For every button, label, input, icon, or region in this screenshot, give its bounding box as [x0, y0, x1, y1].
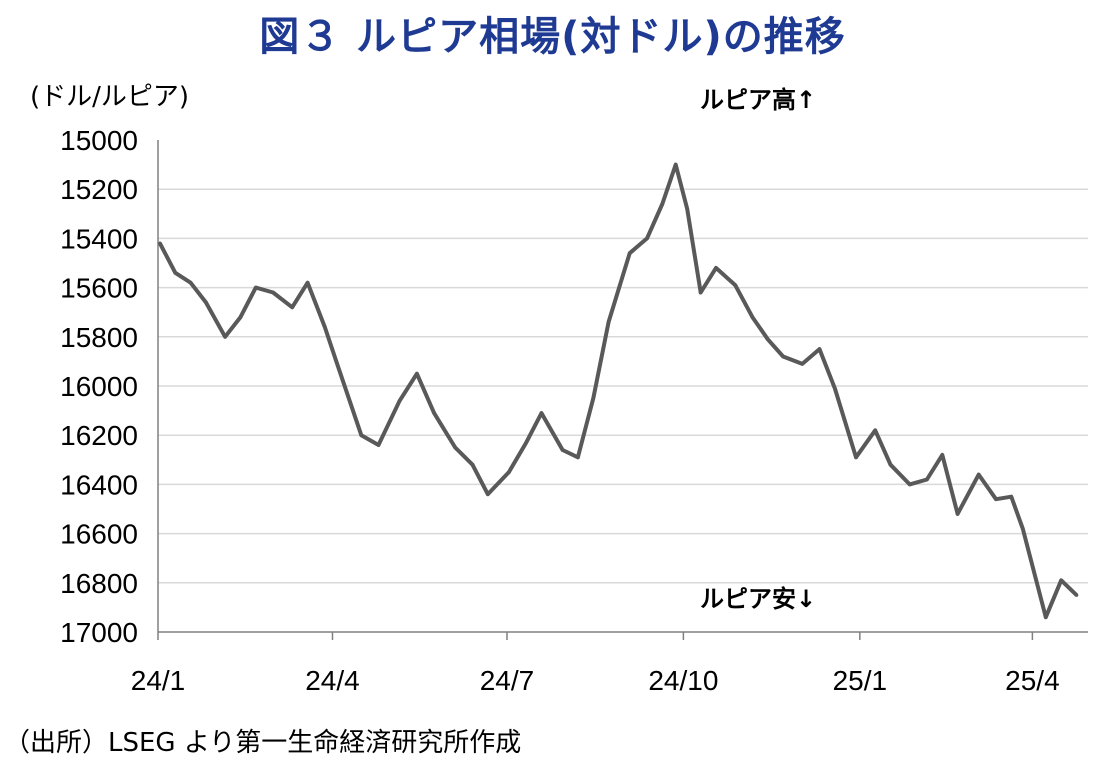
- data-point-40: [833, 386, 837, 391]
- annotation-rupiah-weak: ルピア安↓: [700, 585, 816, 613]
- data-point-47: [955, 512, 960, 516]
- data-point-20: [507, 470, 511, 474]
- data-point-12: [359, 433, 364, 438]
- data-point-37: [781, 354, 785, 359]
- y-tick-label-16800: 16800: [60, 568, 138, 599]
- chart-title: 図３ ルピア相場(対ドル)の推移: [259, 14, 846, 60]
- data-point-18: [470, 462, 475, 467]
- data-point-10: [323, 325, 327, 329]
- data-point-14: [397, 398, 402, 403]
- data-point-25: [591, 396, 596, 401]
- data-point-41: [854, 455, 858, 460]
- data-point-33: [714, 266, 718, 270]
- data-point-31: [685, 207, 690, 211]
- data-point-36: [765, 337, 770, 342]
- y-tick-label-15000: 15000: [60, 125, 138, 156]
- data-point-38: [800, 362, 805, 366]
- y-tick-label-16600: 16600: [60, 519, 138, 550]
- x-tick-label-5: 25/4: [1005, 665, 1060, 696]
- data-point-29: [660, 202, 665, 206]
- x-tick-label-0: 24/1: [131, 665, 186, 696]
- data-point-39: [817, 347, 822, 351]
- data-point-1: [173, 271, 178, 275]
- y-tick-labels: 15000 15200 15400 15600 15800 16000 16200 16400…: [60, 125, 138, 648]
- y-tick-label-15600: 15600: [60, 273, 138, 304]
- data-point-54: [1074, 593, 1079, 597]
- x-tick-label-4: 25/1: [833, 665, 888, 696]
- data-point-3: [204, 300, 208, 305]
- data-point-35: [750, 315, 755, 319]
- data-point-49: [994, 497, 998, 501]
- data-point-53: [1059, 578, 1063, 583]
- data-point-9: [305, 280, 310, 285]
- data-point-13: [376, 443, 381, 447]
- data-point-17: [453, 445, 458, 450]
- data-point-24: [576, 455, 580, 460]
- data-point-11: [334, 359, 339, 364]
- data-point-51: [1021, 526, 1025, 531]
- y-tick-label-15400: 15400: [60, 223, 138, 254]
- x-tick-label-3: 24/10: [648, 665, 718, 696]
- data-point-7: [271, 290, 275, 295]
- y-tick-label-15800: 15800: [60, 322, 138, 353]
- data-point-22: [539, 411, 544, 415]
- data-point-30: [673, 162, 678, 167]
- data-point-44: [907, 482, 912, 487]
- series-line-0: [158, 162, 1078, 620]
- data-point-27: [627, 251, 632, 255]
- y-tick-label-16000: 16000: [60, 371, 138, 402]
- y-tick-label-16200: 16200: [60, 420, 138, 451]
- data-point-28: [645, 236, 649, 241]
- data-point-43: [888, 462, 893, 467]
- axes: [157, 140, 1088, 640]
- series-group: [158, 162, 1079, 620]
- data-point-23: [560, 448, 565, 452]
- y-tick-label-17000: 17000: [60, 617, 138, 648]
- data-point-2: [188, 280, 193, 285]
- data-point-5: [238, 315, 243, 319]
- data-point-32: [698, 290, 703, 295]
- gridlines: [158, 188, 1088, 584]
- data-point-45: [925, 477, 929, 482]
- y-tick-label-16400: 16400: [60, 469, 138, 500]
- data-point-0: [158, 241, 162, 246]
- data-point-34: [733, 283, 737, 287]
- x-tick-label-1: 24/4: [305, 665, 360, 696]
- data-point-19: [486, 492, 490, 497]
- source-note: （出所）LSEG より第一生命経済研究所作成: [4, 728, 522, 758]
- data-point-21: [524, 440, 528, 445]
- data-point-52: [1044, 615, 1048, 620]
- data-point-26: [606, 320, 611, 324]
- x-tick-label-2: 24/7: [480, 665, 535, 696]
- data-point-50: [1009, 494, 1014, 499]
- data-point-4: [223, 335, 227, 339]
- data-point-42: [873, 428, 877, 433]
- x-tick-labels: 24/1 24/4 24/7 24/10 25/1 25/4: [131, 665, 1060, 696]
- data-point-8: [290, 305, 295, 310]
- y-tick-label-15200: 15200: [60, 174, 138, 205]
- data-point-6: [253, 285, 258, 290]
- data-point-46: [940, 453, 945, 457]
- data-point-48: [976, 472, 981, 477]
- data-point-15: [415, 371, 419, 376]
- data-point-16: [432, 411, 436, 415]
- y-axis-unit-label: (ドル/ルピア): [30, 82, 190, 112]
- annotation-rupiah-strong: ルピア高↑: [700, 86, 816, 114]
